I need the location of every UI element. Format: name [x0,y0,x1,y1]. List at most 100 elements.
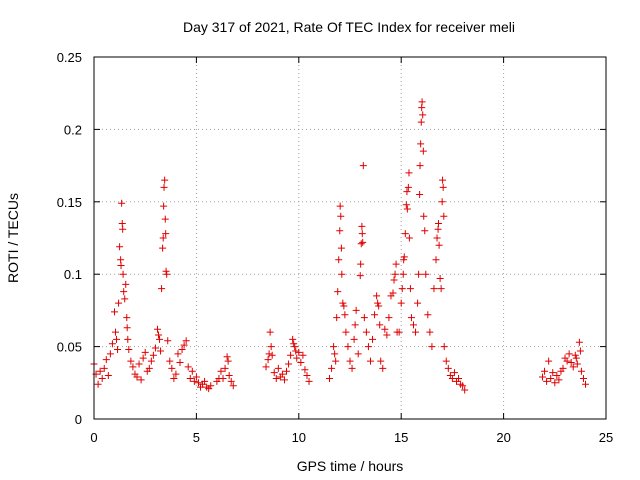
data-point [272,374,280,382]
data-point [106,350,114,358]
data-point [124,335,132,343]
data-point [385,314,393,322]
data-point [400,256,408,264]
data-point [123,314,131,322]
data-point [450,369,458,377]
data-point [430,285,438,293]
data-point [424,311,432,319]
data-point [459,382,467,390]
data-point [166,357,174,365]
data-point [405,169,413,177]
data-point [331,350,339,358]
data-point [337,212,345,220]
data-point [371,311,379,319]
data-point [547,374,555,382]
data-point [369,335,377,343]
data-point [190,377,198,385]
data-point [330,343,338,351]
data-point [119,225,127,233]
data-point [194,379,202,387]
data-point [366,357,374,365]
data-point [416,191,424,199]
data-point [160,183,168,191]
data-point [125,345,133,353]
data-point [377,357,385,365]
data-point [172,370,180,378]
data-point [553,372,561,380]
data-point [567,359,575,367]
data-point [149,351,157,359]
data-point [391,270,399,278]
y-axis-label: ROTI / TECUs [5,193,21,283]
data-point [267,343,275,351]
data-point [278,370,286,378]
axis-ticks: 0 0.05 0.1 0.15 0.2 0.25 0 5 10 15 20 25 [57,50,614,445]
data-point [192,373,200,381]
data-point [337,244,345,252]
data-point [289,335,297,343]
data-point [357,240,365,248]
data-point [98,374,106,382]
data-point [94,380,102,388]
data-point [389,289,397,297]
data-point [551,379,559,387]
data-point [184,363,192,371]
data-point [399,270,407,278]
data-point [541,367,549,375]
x-tick-label: 25 [599,430,613,445]
data-point [188,367,196,375]
data-point [373,292,381,300]
data-point [303,372,311,380]
data-point [539,373,547,381]
data-point [398,285,406,293]
data-point [163,270,171,278]
data-point [122,280,130,288]
data-point [114,345,122,353]
data-point [129,363,137,371]
data-point [328,364,336,372]
data-point [390,276,398,284]
data-point [439,176,447,184]
data-point [201,377,209,385]
data-point [110,308,118,316]
data-point [301,366,309,374]
data-point [344,343,352,351]
y-tick-label: 0.15 [57,195,82,210]
data-point [123,324,131,332]
data-point [333,314,341,322]
data-point [265,350,273,358]
data-point [174,350,182,358]
data-point [341,311,349,319]
data-point [362,328,370,336]
chart-title: Day 317 of 2021, Rate Of TEC Index for r… [183,19,515,35]
x-tick-label: 10 [292,430,306,445]
data-point [207,382,215,390]
data-point [563,357,571,365]
data-point [420,212,428,220]
data-point [268,351,276,359]
data-point [397,299,405,307]
data-point [342,328,350,336]
data-point [219,374,227,382]
data-point [137,376,145,384]
data-point [155,331,163,339]
data-point [336,227,344,235]
data-point [225,372,233,380]
data-point [565,350,573,358]
data-point [419,111,427,119]
data-point [186,374,194,382]
x-tick-label: 20 [496,430,510,445]
data-point [262,363,270,371]
y-tick-label: 0.05 [57,340,82,355]
data-point [116,243,124,251]
data-point [161,215,169,223]
data-point [455,374,463,382]
data-point [401,230,409,238]
data-point [436,275,444,283]
data-point [139,354,147,362]
data-point [180,341,188,349]
data-point [406,285,414,293]
data-point [440,343,448,351]
data-point [340,302,348,310]
